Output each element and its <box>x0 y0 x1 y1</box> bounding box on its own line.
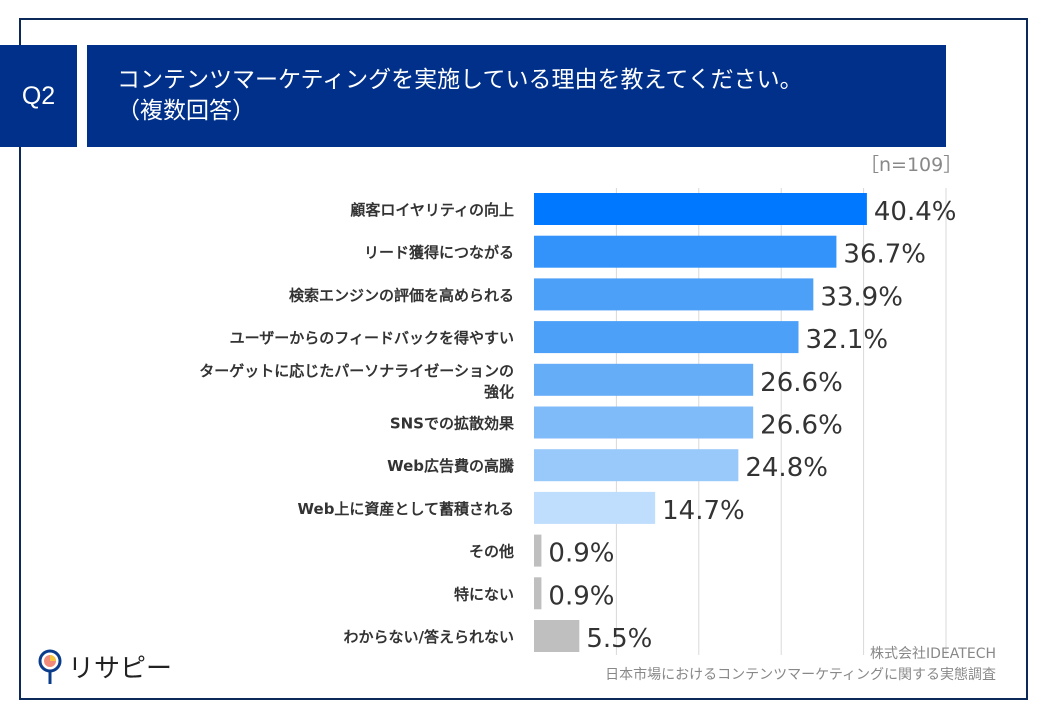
value-label: 33.9% <box>820 282 903 312</box>
source: 株式会社IDEATECH 日本市場におけるコンテンツマーケティングに関する実態調… <box>605 644 996 686</box>
bar <box>534 278 814 311</box>
bar <box>534 193 867 225</box>
category-label: 検索エンジンの評価を高められる <box>289 286 514 304</box>
chart-frame <box>19 18 1028 700</box>
logo: リサピー <box>38 648 172 685</box>
category-label: 特にない <box>454 585 514 603</box>
source-company: 株式会社IDEATECH <box>870 646 996 662</box>
category-label: Web広告費の高騰 <box>387 457 515 475</box>
category-label: SNSでの拡散効果 <box>390 415 515 433</box>
bar <box>534 534 542 567</box>
sample-size: ［n=109］ <box>860 154 963 176</box>
bar <box>534 620 580 652</box>
value-label: 0.9% <box>548 581 614 611</box>
category-label: 顧客ロイヤリティの向上 <box>350 201 514 219</box>
logo-text: リサピー <box>68 654 173 684</box>
title-line-2: （複数回答） <box>117 98 255 124</box>
category-label: ユーザーからのフィードバックを得やすい <box>230 329 514 347</box>
value-label: 24.8% <box>745 453 828 483</box>
source-survey: 日本市場におけるコンテンツマーケティングに関する実態調査 <box>605 667 996 683</box>
bar <box>534 235 837 268</box>
value-label: 32.1% <box>806 325 889 355</box>
value-label: 14.7% <box>662 496 745 526</box>
category-label: わからない/答えられない <box>344 628 514 646</box>
value-label: 0.9% <box>548 539 614 569</box>
bar <box>534 363 754 396</box>
category-label: ターゲットに応じたパーソナライゼーションの強化 <box>199 362 514 401</box>
category-label: リード獲得につながる <box>364 244 514 262</box>
bar <box>534 577 542 610</box>
title-line-1: コンテンツマーケティングを実施している理由を教えてください。 <box>117 67 803 93</box>
bar <box>534 321 799 354</box>
value-label: 5.5% <box>586 624 652 654</box>
value-label: 26.6% <box>760 411 843 441</box>
bar <box>534 449 739 482</box>
question-number: Q2 <box>0 45 77 147</box>
value-label: 36.7% <box>843 240 926 270</box>
bar <box>534 491 656 524</box>
value-label: 40.4% <box>874 197 957 227</box>
value-label: 26.6% <box>760 368 843 398</box>
category-label: その他 <box>469 543 514 561</box>
question-title: コンテンツマーケティングを実施している理由を教えてください。 （複数回答） <box>87 45 946 147</box>
bar <box>534 406 754 439</box>
pin-logo-icon <box>38 649 62 684</box>
category-label: Web上に資産として蓄積される <box>298 500 514 518</box>
